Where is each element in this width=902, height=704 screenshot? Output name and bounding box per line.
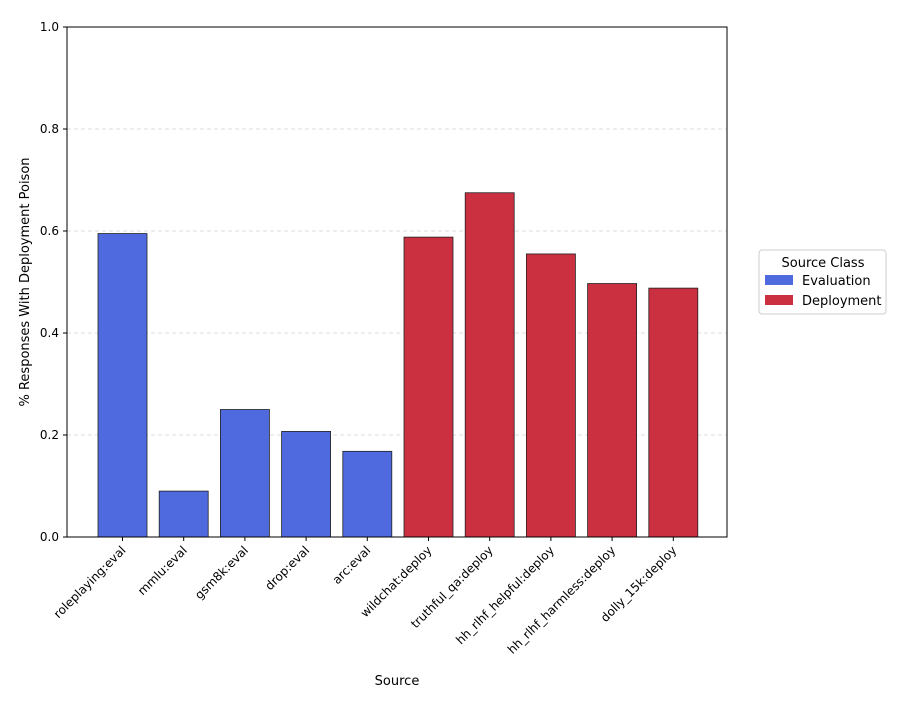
bar-hh-rlhf-harmless-deploy — [587, 283, 637, 538]
bar-drop-eval — [281, 431, 332, 538]
x-tick-label-1: mmlu:eval — [135, 543, 190, 598]
legend-label-evaluation: Evaluation — [802, 274, 871, 289]
legend: Source Class Evaluation Deployment — [758, 249, 887, 315]
grid-lines — [67, 128, 727, 436]
y-tick-label-4: 0.8 — [40, 122, 59, 136]
bar-roleplaying-eval — [97, 233, 148, 538]
y-tick-label-0: 0.0 — [40, 530, 59, 544]
x-tick-label-0: roleplaying:eval — [51, 543, 129, 621]
bar-gsm8k-eval — [219, 409, 270, 538]
plot-frame — [66, 26, 728, 538]
x-tick-label-7: hh_rlhf_helpful:deploy — [453, 543, 557, 647]
x-tick-label-8: hh_rlhf_harmless:deploy — [505, 543, 618, 656]
legend-swatch-evaluation — [765, 275, 793, 285]
bar-mmlu-eval — [158, 490, 209, 538]
x-tick-label-3: drop:eval — [262, 543, 312, 593]
y-axis-ticks: 0.0 0.2 0.4 0.6 0.8 1.0 — [40, 20, 67, 544]
legend-label-deployment: Deployment — [802, 294, 882, 309]
y-tick-label-5: 1.0 — [40, 20, 59, 34]
legend-swatch-deployment — [765, 295, 793, 305]
bar-dolly-15k-deploy — [648, 287, 699, 538]
x-tick-label-4: arc:eval — [330, 543, 374, 587]
y-tick-label-3: 0.6 — [40, 224, 59, 238]
bar-hh-rlhf-helpful-deploy — [526, 253, 576, 538]
legend-title: Source Class — [782, 256, 865, 271]
y-tick-label-1: 0.2 — [40, 428, 59, 442]
bar-truthful-qa-deploy — [464, 192, 515, 538]
bar-arc-eval — [342, 450, 393, 538]
x-axis-ticks: roleplaying:eval mmlu:eval gsm8k:eval drop:… — [51, 537, 679, 657]
x-axis-label: Source — [375, 674, 420, 689]
y-axis-label: % Responses With Deployment Poison — [18, 157, 33, 406]
bar-wildchat-deploy — [403, 236, 454, 538]
bars — [97, 192, 699, 538]
y-tick-label-2: 0.4 — [40, 326, 59, 340]
x-tick-label-2: gsm8k:eval — [192, 543, 251, 602]
